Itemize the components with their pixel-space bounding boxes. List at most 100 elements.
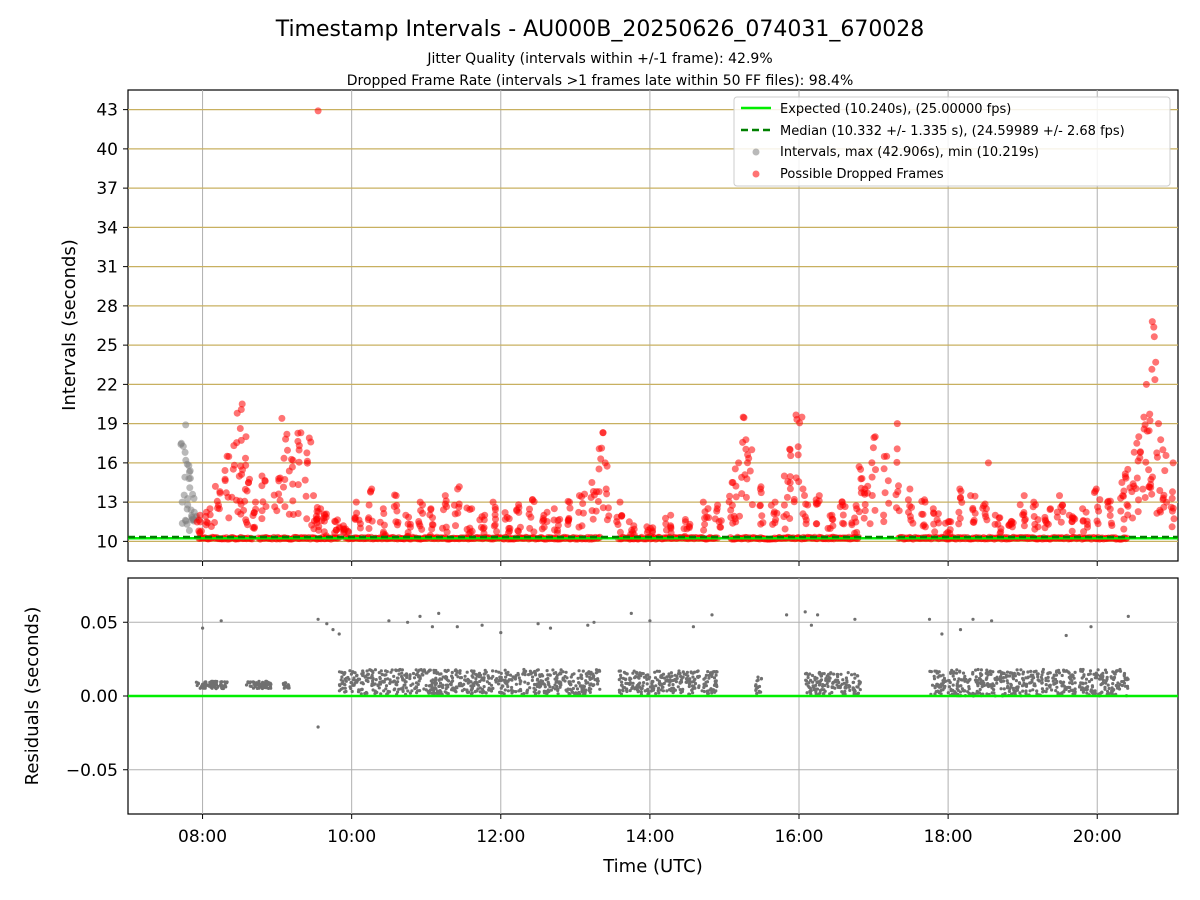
dropped-frame-point <box>828 515 836 523</box>
dropped-frame-point <box>455 503 463 511</box>
residual-point <box>1059 681 1063 685</box>
residual-point <box>516 673 520 677</box>
residual-point <box>669 689 673 693</box>
residual-point <box>405 675 409 680</box>
residual-point <box>455 686 459 690</box>
residuals-y-tick-label: −0.05 <box>66 761 118 781</box>
dropped-frame-point <box>1160 503 1168 511</box>
residual-point <box>556 688 560 693</box>
dropped-frame-point <box>579 509 587 517</box>
residual-point <box>491 669 495 673</box>
residuals-x-tick-label: 16:00 <box>775 827 824 847</box>
dropped-frame-point <box>301 476 309 484</box>
dropped-frame-point <box>1141 494 1149 501</box>
dropped-frame-point <box>1016 501 1024 509</box>
dropped-frame-point <box>289 497 297 505</box>
dropped-frame-point <box>294 429 302 437</box>
residual-point <box>1026 675 1030 679</box>
dropped-frame-point <box>579 500 587 507</box>
dropped-frame-point <box>885 499 893 507</box>
dropped-frame-point <box>1068 518 1076 525</box>
dropped-frame-point <box>870 434 878 442</box>
residual-point <box>1040 677 1044 682</box>
residual-point <box>525 690 529 694</box>
dropped-frame-point <box>1169 488 1176 496</box>
dropped-frame-point <box>356 524 364 532</box>
residual-point <box>1040 673 1044 677</box>
residual-point <box>203 680 207 684</box>
residual-point <box>433 678 438 683</box>
residual-point <box>597 668 601 673</box>
dropped-frame-point <box>390 503 398 510</box>
residual-point <box>619 673 623 678</box>
intervals-x-ticks <box>202 561 1098 566</box>
dropped-frame-point <box>1117 507 1125 515</box>
residual-point <box>537 690 541 694</box>
residual-point <box>424 688 428 692</box>
residual-point <box>976 682 980 686</box>
residual-point <box>669 671 674 675</box>
dropped-frame-point <box>594 498 602 505</box>
residual-point <box>1078 684 1082 688</box>
residual-point <box>814 683 818 688</box>
residual-point <box>856 674 860 678</box>
residual-point <box>1088 669 1093 673</box>
residual-point <box>668 678 672 682</box>
residual-point <box>961 671 966 675</box>
x-axis-label: Time (UTC) <box>602 856 703 877</box>
residual-point <box>1024 692 1028 696</box>
dropped-frame-point <box>748 501 756 509</box>
dropped-frame-point <box>971 492 979 500</box>
dropped-frame-point <box>540 516 548 524</box>
residual-point <box>481 687 485 692</box>
dropped-frame-point <box>732 493 740 501</box>
residual-point <box>1037 679 1041 683</box>
residual-point <box>975 678 980 683</box>
residual-point <box>1067 671 1071 675</box>
residual-point <box>1123 684 1127 688</box>
residual-point <box>1035 689 1039 693</box>
dropped-frame-point <box>595 465 603 473</box>
residual-point <box>373 692 377 696</box>
residual-point <box>947 685 952 689</box>
residual-point <box>1060 691 1064 695</box>
residual-point <box>697 684 701 688</box>
dropped-frame-point <box>895 482 902 490</box>
residual-point <box>595 679 599 683</box>
dropped-frame-point <box>786 485 794 493</box>
residual-point <box>408 674 412 679</box>
dropped-frame-point <box>1031 525 1039 533</box>
dropped-frame-point <box>595 488 603 496</box>
residual-point <box>549 688 554 692</box>
dropped-frame-point <box>392 518 400 526</box>
residual-point <box>713 690 717 694</box>
dropped-frame-point <box>440 506 447 514</box>
dropped-frame-point <box>726 492 734 500</box>
residual-point <box>634 675 638 679</box>
residual-point <box>553 677 557 681</box>
residual-point <box>1014 679 1019 683</box>
legend-box <box>733 96 1171 187</box>
residual-point <box>424 683 428 688</box>
dropped-frame-point <box>241 485 249 493</box>
residual-outlier-point <box>710 613 714 617</box>
interval-point <box>181 516 189 524</box>
residual-point <box>1018 691 1022 695</box>
intervals-plot-frame <box>127 89 1179 562</box>
residual-point <box>403 673 407 677</box>
dropped-frame-point <box>1057 518 1065 526</box>
residual-point <box>1092 672 1096 676</box>
residual-point <box>384 684 389 688</box>
residual-point <box>856 691 861 695</box>
residual-point <box>471 675 475 679</box>
dropped-frame-point <box>526 505 533 513</box>
residual-point <box>929 670 934 674</box>
dropped-frame-point <box>812 496 820 504</box>
dropped-frame-point <box>991 520 999 528</box>
residual-point <box>349 672 353 676</box>
residual-point <box>432 691 436 696</box>
intervals-y-axis-label: Intervals (seconds) <box>59 239 80 411</box>
residual-point <box>478 686 482 690</box>
residual-point <box>939 674 943 678</box>
dropped-frame-point <box>1068 527 1076 535</box>
